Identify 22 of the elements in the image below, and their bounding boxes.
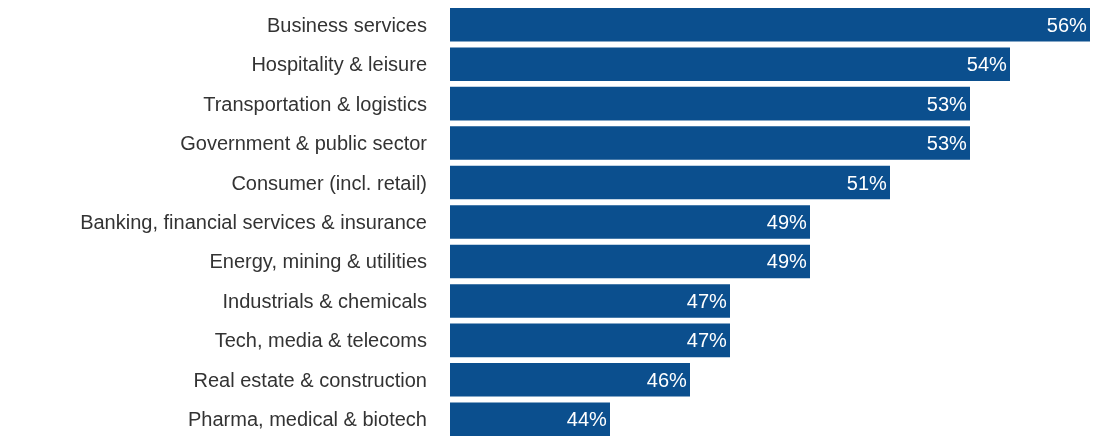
y-tick-label: Real estate & construction (193, 368, 427, 391)
y-tick-label: Government & public sector (180, 132, 428, 155)
y-tick-label: Tech, media & telecoms (214, 329, 427, 352)
data-label: 47% (686, 329, 727, 352)
y-tick-label: Industrials & chemicals (222, 289, 427, 312)
y-tick-label: Business services (266, 13, 427, 36)
data-label: 47% (686, 289, 727, 312)
y-tick-label: Transportation & logistics (203, 92, 427, 115)
data-label: 49% (766, 211, 807, 233)
data-label: 44% (566, 408, 607, 431)
data-label: 53% (926, 92, 967, 115)
data-label: 51% (846, 171, 887, 194)
data-label: 54% (966, 53, 1007, 76)
data-label: 56% (1046, 13, 1087, 36)
data-label: 53% (926, 132, 967, 155)
y-tick-label: Energy, mining & utilities (209, 250, 427, 273)
y-tick-label: Banking, financial services & insurance (80, 211, 427, 233)
y-tick-label: Consumer (incl. retail) (231, 171, 427, 194)
y-tick-label: Hospitality & leisure (251, 53, 427, 76)
y-tick-label: Pharma, medical & biotech (187, 408, 427, 431)
data-label: 46% (646, 368, 687, 391)
data-label: 49% (766, 250, 807, 273)
